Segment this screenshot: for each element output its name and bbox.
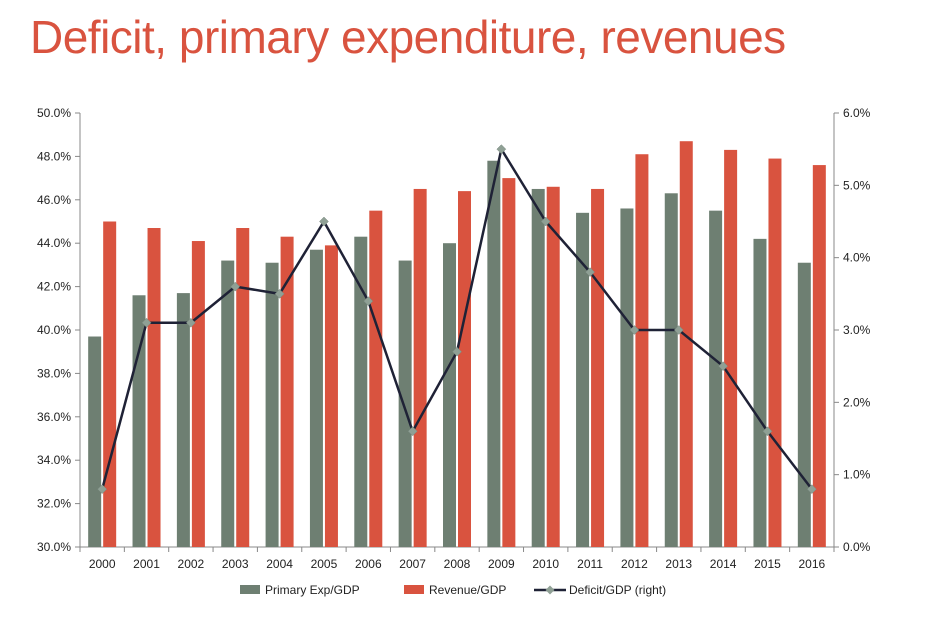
deficit-point bbox=[274, 288, 285, 299]
legend-label-primary-exp: Primary Exp/GDP bbox=[265, 583, 360, 597]
bar-primary-exp bbox=[176, 293, 190, 547]
deficit-point bbox=[407, 426, 418, 437]
x-tick-label: 2003 bbox=[222, 557, 249, 571]
legend-label-deficit: Deficit/GDP (right) bbox=[569, 583, 666, 597]
right-tick-label: 1.0% bbox=[843, 468, 871, 482]
right-tick-label: 3.0% bbox=[843, 323, 871, 337]
deficit-point bbox=[141, 317, 152, 328]
bar-primary-exp bbox=[797, 262, 811, 547]
x-tick-label: 2016 bbox=[798, 557, 825, 571]
chart-legend: Primary Exp/GDP Revenue/GDP Deficit/GDP (r… bbox=[240, 583, 666, 597]
x-tick-label: 2011 bbox=[577, 557, 603, 571]
chart-axes: 30.0% 32.0% 34.0% 36.0% 38.0% 40.0% 42.0% 44.0%… bbox=[37, 106, 871, 571]
x-tick-label: 2004 bbox=[266, 557, 293, 571]
deficit-point bbox=[97, 484, 108, 494]
x-tick-label: 2009 bbox=[488, 557, 515, 571]
right-tick-label: 2.0% bbox=[843, 395, 871, 409]
bar-primary-exp bbox=[354, 236, 368, 547]
bar-revenue bbox=[147, 228, 161, 547]
legend-swatch-revenue bbox=[404, 585, 424, 594]
bar-revenue bbox=[458, 191, 471, 547]
right-tick-label: 6.0% bbox=[843, 106, 871, 120]
deficit-point bbox=[319, 216, 329, 227]
deficit-point bbox=[230, 281, 241, 292]
left-tick-label: 46.0% bbox=[37, 193, 71, 207]
bar-primary-exp bbox=[664, 193, 678, 548]
x-tick-label: 2006 bbox=[355, 557, 382, 571]
left-tick-label: 50.0% bbox=[37, 106, 71, 120]
bar-primary-exp bbox=[487, 160, 501, 548]
right-tick-label: 4.0% bbox=[843, 251, 871, 265]
legend-swatch-primary-exp bbox=[240, 585, 260, 594]
legend-swatch-deficit-marker bbox=[545, 585, 555, 595]
x-tick-label: 2005 bbox=[311, 557, 338, 571]
deficit-point bbox=[806, 484, 817, 494]
bar-revenue bbox=[591, 188, 605, 547]
bar-primary-exp bbox=[88, 336, 102, 547]
left-tick-label: 42.0% bbox=[37, 280, 71, 294]
deficit-point bbox=[363, 296, 374, 306]
left-tick-label: 34.0% bbox=[37, 453, 71, 467]
left-tick-label: 40.0% bbox=[37, 323, 71, 337]
x-tick-label: 2002 bbox=[178, 557, 205, 571]
x-tick-label: 2012 bbox=[621, 557, 648, 571]
left-tick-label: 44.0% bbox=[37, 236, 71, 250]
x-tick-label: 2008 bbox=[444, 557, 471, 571]
deficit-point bbox=[540, 216, 551, 227]
bar-revenue bbox=[502, 178, 516, 547]
x-tick-label: 2000 bbox=[89, 557, 116, 571]
bar-primary-exp bbox=[443, 243, 456, 547]
bar-revenue bbox=[724, 149, 738, 547]
deficit-point bbox=[718, 361, 728, 372]
deficit-line bbox=[100, 147, 813, 490]
legend-label-revenue: Revenue/GDP bbox=[429, 583, 506, 597]
left-tick-label: 36.0% bbox=[37, 410, 71, 424]
deficit-point bbox=[186, 317, 196, 328]
left-tick-label: 32.0% bbox=[37, 497, 71, 511]
bar-revenue bbox=[679, 141, 693, 547]
bar-primary-exp bbox=[753, 238, 767, 548]
left-tick-label: 38.0% bbox=[37, 366, 71, 380]
bar-primary-exp bbox=[620, 208, 634, 548]
bar-revenue bbox=[413, 188, 427, 547]
x-tick-label: 2007 bbox=[399, 557, 426, 571]
deficit-point bbox=[452, 346, 462, 357]
bar-revenue bbox=[191, 241, 205, 547]
bar-revenue bbox=[103, 221, 117, 547]
deficit-point bbox=[762, 426, 773, 437]
bar-revenue bbox=[369, 210, 383, 547]
x-tick-label: 2013 bbox=[665, 557, 692, 571]
bar-revenue bbox=[280, 236, 294, 547]
chart-bars bbox=[88, 141, 826, 548]
bar-revenue bbox=[236, 228, 250, 547]
bar-revenue bbox=[546, 186, 560, 547]
bar-primary-exp bbox=[132, 295, 146, 547]
deficit-point bbox=[496, 144, 507, 155]
deficit-point bbox=[673, 325, 684, 335]
x-tick-label: 2015 bbox=[754, 557, 781, 571]
bar-revenue bbox=[768, 158, 782, 547]
deficit-point bbox=[629, 325, 640, 335]
bar-primary-exp bbox=[531, 188, 545, 547]
x-tick-label: 2014 bbox=[710, 557, 737, 571]
bar-primary-exp bbox=[309, 249, 323, 547]
x-tick-label: 2010 bbox=[532, 557, 559, 571]
bar-primary-exp bbox=[265, 262, 279, 547]
right-tick-label: 5.0% bbox=[843, 178, 871, 192]
left-tick-label: 30.0% bbox=[37, 540, 71, 554]
bar-primary-exp bbox=[221, 260, 235, 547]
bar-revenue bbox=[324, 245, 338, 547]
bar-primary-exp bbox=[398, 260, 412, 547]
right-tick-label: 0.0% bbox=[843, 540, 871, 554]
x-tick-label: 2001 bbox=[133, 557, 160, 571]
left-tick-label: 48.0% bbox=[37, 149, 71, 163]
bar-primary-exp bbox=[576, 212, 590, 547]
deficit-point bbox=[585, 267, 595, 277]
page-title: Deficit, primary expenditure, revenues bbox=[30, 11, 786, 63]
bar-primary-exp bbox=[709, 210, 723, 547]
bar-revenue bbox=[812, 165, 826, 547]
bar-revenue bbox=[635, 154, 649, 548]
chart-line bbox=[97, 144, 817, 494]
